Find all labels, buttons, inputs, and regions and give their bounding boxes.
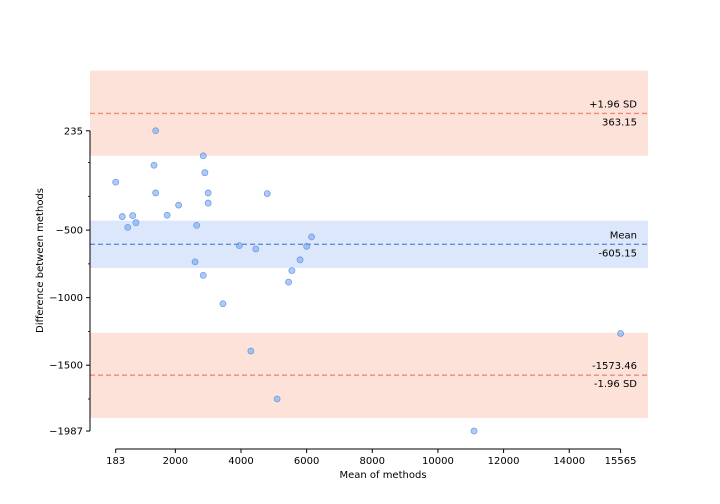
data-point-19	[247, 347, 255, 355]
mean-label: Mean	[610, 230, 637, 241]
x-tick-label-4: 8000	[360, 456, 385, 467]
annotations-layer: +1.96 SD 363.15 Mean -605.15 -1573.46 -1…	[589, 99, 637, 390]
data-point-2	[124, 223, 132, 231]
x-tick-label-8: 15565	[605, 456, 637, 467]
data-point-16	[204, 199, 212, 207]
data-point-6	[152, 189, 160, 197]
y-ticks-layer: 235 −500 −1000 −1500 −1987	[49, 126, 90, 438]
y-tick-label-1: −500	[56, 226, 83, 237]
data-point-10	[191, 258, 199, 266]
x-ticks-layer: 183 2000 4000 6000 8000 10000 12000 14000 15565	[106, 449, 636, 467]
x-tick-label-2: 4000	[228, 456, 253, 467]
data-point-12	[199, 152, 207, 160]
data-point-13	[199, 271, 207, 279]
y-tick-label-2: −1000	[49, 293, 83, 304]
x-axis-title: Mean of methods	[339, 470, 426, 481]
x-tick-label-6: 12000	[488, 456, 520, 467]
data-point-17	[219, 300, 227, 308]
x-tick-label-0: 183	[106, 456, 125, 467]
data-points-layer	[112, 127, 624, 435]
data-point-4	[132, 219, 140, 227]
data-point-25	[296, 256, 304, 264]
upper-loa-value: 363.15	[602, 117, 637, 128]
y-tick-label-4: −1987	[49, 427, 83, 438]
axes-layer	[89, 130, 621, 450]
data-point-29	[617, 330, 624, 337]
data-point-8	[163, 211, 171, 219]
data-point-3	[129, 212, 137, 220]
data-point-24	[288, 267, 296, 275]
data-point-18	[235, 242, 243, 250]
data-point-14	[201, 169, 209, 177]
data-point-1	[118, 213, 126, 220]
upper-loa-label: +1.96 SD	[589, 99, 637, 110]
reference-lines-layer	[90, 112, 648, 376]
data-point-23	[285, 278, 292, 286]
data-point-11	[193, 221, 201, 229]
y-tick-label-3: −1500	[49, 361, 83, 372]
x-tick-label-7: 14000	[553, 456, 585, 467]
data-point-27	[308, 233, 315, 241]
data-point-7	[152, 127, 160, 135]
x-tick-label-1: 2000	[163, 456, 188, 467]
lower-loa-label: -1.96 SD	[594, 379, 637, 390]
y-tick-label-0: 235	[64, 126, 83, 137]
y-axis-title: Difference between methods	[35, 188, 46, 333]
lower-loa-value: -1573.46	[592, 361, 637, 372]
data-point-21	[263, 190, 271, 198]
x-tick-label-5: 10000	[422, 456, 454, 467]
data-point-28	[470, 427, 478, 435]
data-point-0	[112, 178, 120, 186]
data-point-9	[175, 201, 183, 209]
data-point-5	[150, 161, 158, 169]
data-point-26	[303, 242, 311, 250]
data-point-20	[252, 245, 260, 253]
data-point-22	[273, 395, 281, 403]
x-tick-label-3: 6000	[294, 456, 319, 467]
mean-value: -605.15	[598, 248, 637, 259]
data-point-15	[204, 189, 212, 197]
